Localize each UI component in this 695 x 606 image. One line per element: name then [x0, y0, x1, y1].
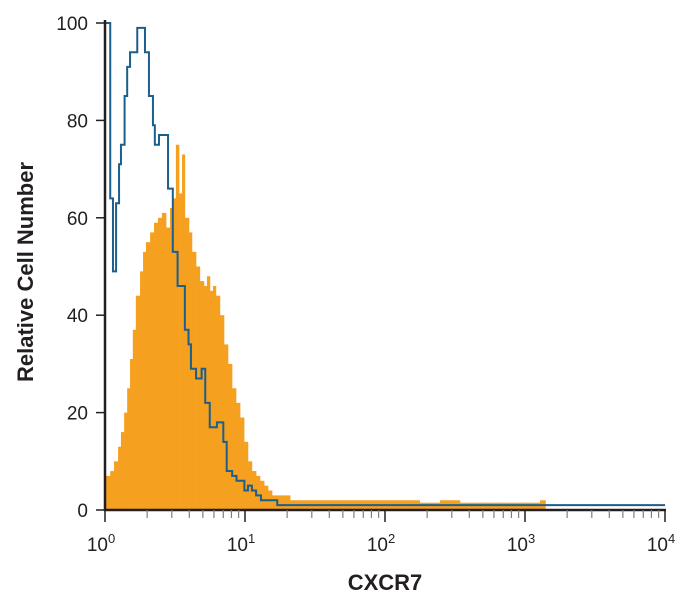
- x-tick-base: 10: [367, 535, 388, 556]
- histogram-bar: [173, 198, 177, 510]
- histogram-bar: [127, 388, 131, 510]
- x-tick-label: 102: [367, 531, 395, 556]
- plot-area: [105, 22, 665, 511]
- y-tick-label: 80: [67, 111, 88, 132]
- histogram-bar: [105, 475, 111, 510]
- x-axis-label: CXCR7: [348, 570, 423, 595]
- histogram-bar: [124, 412, 128, 510]
- histogram-bar: [179, 193, 183, 510]
- y-tick-label: 100: [56, 14, 88, 35]
- histogram-bar: [157, 217, 163, 511]
- histogram-bar: [256, 475, 261, 510]
- histogram-bar: [182, 154, 186, 511]
- x-tick-label: 100: [87, 531, 115, 556]
- histogram-bar: [161, 212, 167, 510]
- y-tick-label: 20: [67, 404, 88, 425]
- histogram-bar: [519, 502, 541, 510]
- histogram-bar: [154, 222, 159, 511]
- histogram-bar: [227, 363, 233, 510]
- histogram-bar: [114, 461, 119, 510]
- histogram-bar: [132, 329, 137, 510]
- histogram-bar: [272, 495, 281, 510]
- histogram-bar: [145, 242, 151, 510]
- histogram-bar: [169, 208, 174, 510]
- histogram-bar: [280, 495, 291, 510]
- histogram-bar: [209, 290, 214, 510]
- x-tick-base: 10: [227, 535, 248, 556]
- y-tick-label: 0: [77, 501, 88, 522]
- histogram-bar: [232, 388, 237, 510]
- x-tick-exponent: 1: [248, 531, 255, 546]
- x-tick-label: 101: [227, 531, 255, 556]
- histogram-bar: [260, 480, 265, 510]
- histogram-bar: [459, 502, 481, 510]
- y-axis-label: Relative Cell Number: [13, 162, 38, 383]
- histogram-bar: [264, 485, 269, 510]
- x-tick-exponent: 2: [388, 531, 395, 546]
- isotype-control-outline: [105, 22, 665, 507]
- histogram-bar: [199, 281, 205, 510]
- histogram-bar: [224, 344, 229, 510]
- x-tick-base: 10: [87, 535, 108, 556]
- histogram-bar: [188, 232, 193, 510]
- histogram-bar: [244, 441, 249, 510]
- x-tick-exponent: 3: [528, 531, 535, 546]
- x-tick-label: 104: [647, 531, 675, 556]
- histogram-bar: [196, 266, 201, 510]
- histogram-bar: [130, 359, 134, 510]
- histogram-bar: [191, 251, 197, 510]
- histogram-bar: [236, 402, 241, 510]
- x-tick-exponent: 4: [668, 531, 675, 546]
- histogram-bar: [140, 271, 144, 510]
- histogram-bar: [143, 251, 147, 510]
- histogram-bar: [419, 502, 441, 510]
- histogram-bar: [240, 417, 245, 510]
- histogram-bar: [219, 315, 225, 510]
- histogram-bar: [206, 276, 211, 510]
- histogram-bar: [175, 144, 180, 510]
- histogram-bar: [184, 217, 190, 511]
- histogram-bar: [110, 471, 115, 510]
- x-tick-exponent: 0: [108, 531, 115, 546]
- x-tick-base: 10: [647, 535, 668, 556]
- histogram-bar: [120, 432, 125, 510]
- histogram-bar: [118, 446, 122, 510]
- histogram-bar: [479, 502, 501, 510]
- histogram-bar: [135, 295, 141, 510]
- y-tick-label: 60: [67, 209, 88, 230]
- histogram-bar: [500, 502, 521, 510]
- y-tick-label: 40: [67, 306, 88, 327]
- x-tick-base: 10: [507, 535, 528, 556]
- histogram-bar: [212, 285, 217, 510]
- histogram-bar: [150, 232, 155, 510]
- histogram-bar: [215, 295, 221, 510]
- x-tick-label: 103: [507, 531, 535, 556]
- histogram-bar: [166, 227, 171, 511]
